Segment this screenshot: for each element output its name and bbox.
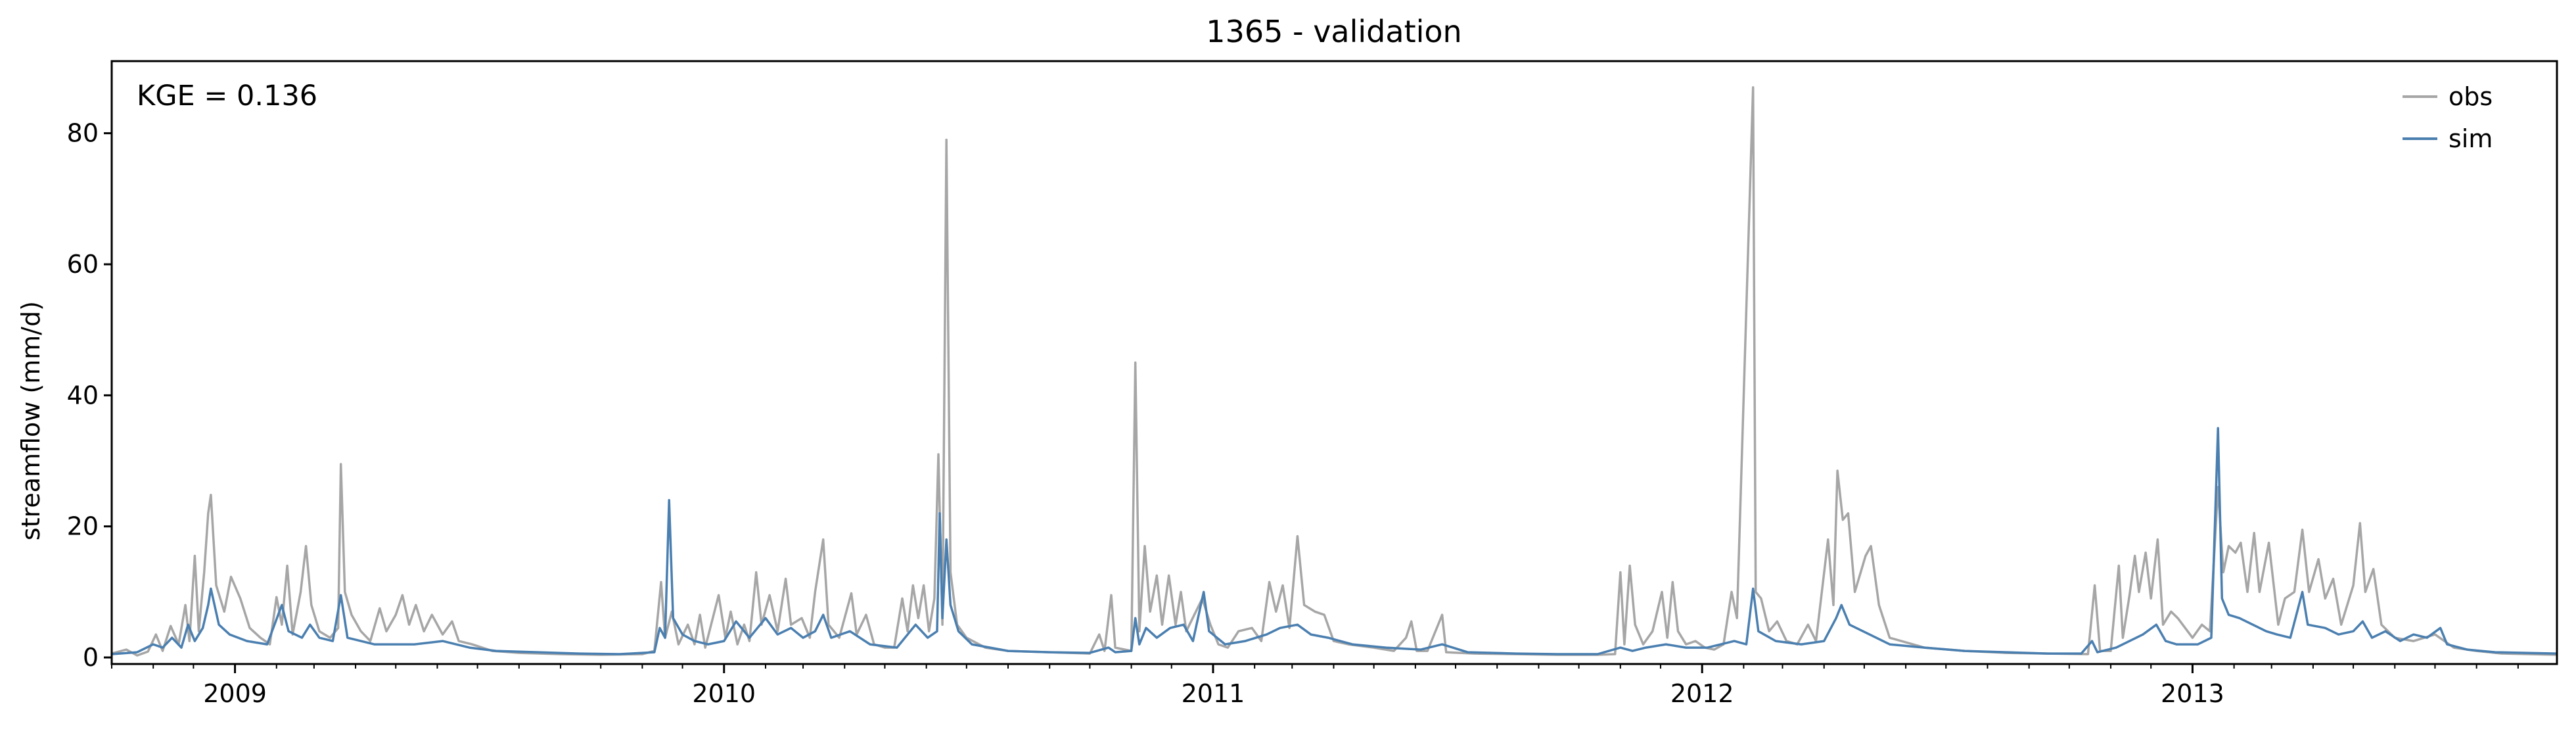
axes: 0 20 40 60 80 2009 2010 2011 2012 2013 (67, 119, 2519, 708)
series-lines (112, 86, 2557, 657)
y-tick-label-80: 80 (67, 119, 99, 148)
series-line-sim (112, 427, 2557, 655)
chart-title: 1365 - validation (1206, 14, 1461, 49)
legend-label-obs: obs (2449, 82, 2493, 111)
x-tick-label-2013: 2013 (2161, 679, 2224, 708)
x-tick-label-2012: 2012 (1670, 679, 1734, 708)
legend: obs sim (2403, 82, 2493, 153)
series-line-obs (112, 86, 2557, 657)
plot-area (112, 86, 2557, 657)
plot-frame (110, 60, 2558, 665)
y-tick-label-20: 20 (67, 512, 99, 541)
x-tick-label-2009: 2009 (203, 679, 267, 708)
y-tick-label-60: 60 (67, 250, 99, 279)
legend-label-sim: sim (2449, 124, 2493, 153)
y-tick-label-40: 40 (67, 381, 99, 410)
x-tick-label-2011: 2011 (1182, 679, 1245, 708)
kge-annotation: KGE = 0.136 (137, 80, 317, 112)
x-tick-label-2010: 2010 (692, 679, 756, 708)
y-tick-label-0: 0 (83, 643, 99, 672)
y-axis-label: streamflow (mm/d) (16, 301, 45, 540)
